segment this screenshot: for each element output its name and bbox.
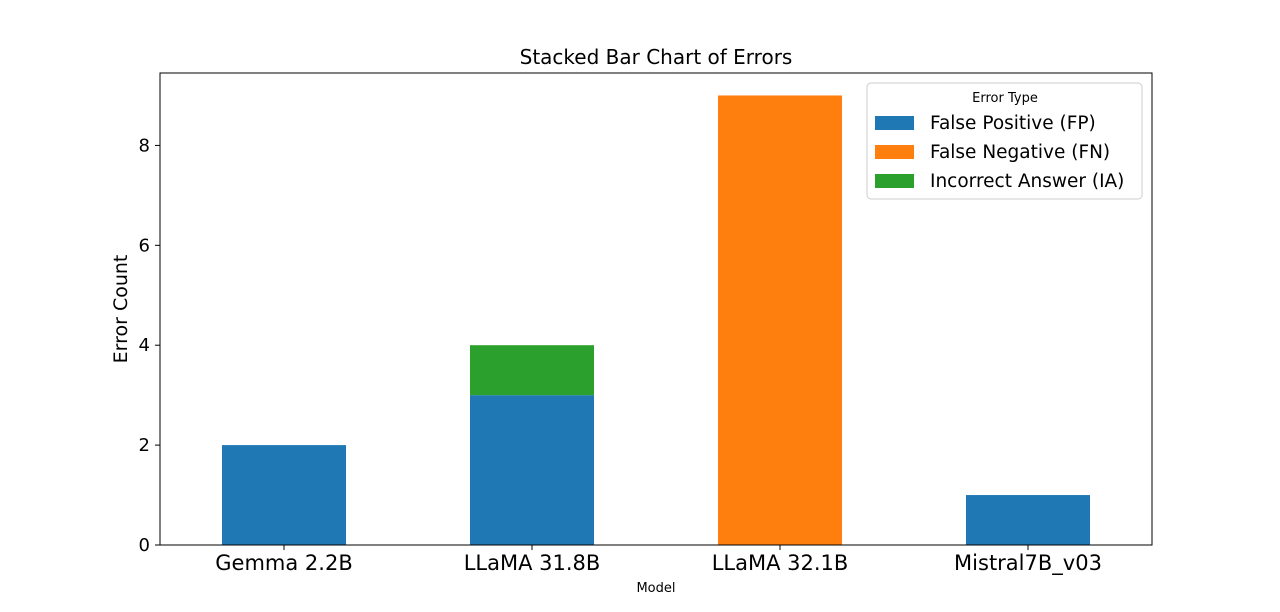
x-axis-label: Model <box>636 581 675 596</box>
legend-swatch <box>875 145 914 159</box>
legend-box <box>866 82 1143 200</box>
bar-segment <box>222 445 346 545</box>
legend: Error Type False Positive (FP) False Nega… <box>866 82 1143 200</box>
x-axis-ticks: Gemma 2.2B LLaMA 31.8B LLaMA 32.1B Mistral7… <box>215 545 1102 576</box>
bars-layer <box>222 95 1090 545</box>
y-tick-label: 2 <box>139 435 150 456</box>
legend-label: False Positive (FP) <box>930 113 1096 134</box>
y-tick-label: 4 <box>139 335 150 356</box>
bar-segment <box>966 495 1090 545</box>
x-tick-label: Gemma 2.2B <box>215 551 352 575</box>
legend-swatch <box>875 116 914 130</box>
legend-items: False Positive (FP) False Negative (FN) In… <box>875 113 1124 192</box>
bar-segment <box>470 395 594 545</box>
x-tick-label: LLaMA 32.1B <box>712 551 849 575</box>
bar-segment <box>718 95 842 545</box>
y-axis-ticks: 0 2 4 6 8 <box>139 135 160 556</box>
chart-title: Stacked Bar Chart of Errors <box>520 45 793 69</box>
legend-label: Incorrect Answer (IA) <box>930 171 1124 192</box>
x-tick-label: Mistral7B_v03 <box>954 551 1102 576</box>
y-axis-label: Error Count <box>110 255 132 364</box>
y-tick-label: 8 <box>139 135 150 156</box>
plot-frame <box>159 72 1153 546</box>
bar-segment <box>470 345 594 396</box>
legend-swatch <box>875 174 914 188</box>
x-tick-label: LLaMA 31.8B <box>464 551 601 575</box>
y-tick-label: 6 <box>139 235 150 256</box>
legend-title: Error Type <box>972 91 1038 106</box>
y-tick-label: 0 <box>139 535 150 556</box>
legend-label: False Negative (FN) <box>930 142 1110 163</box>
